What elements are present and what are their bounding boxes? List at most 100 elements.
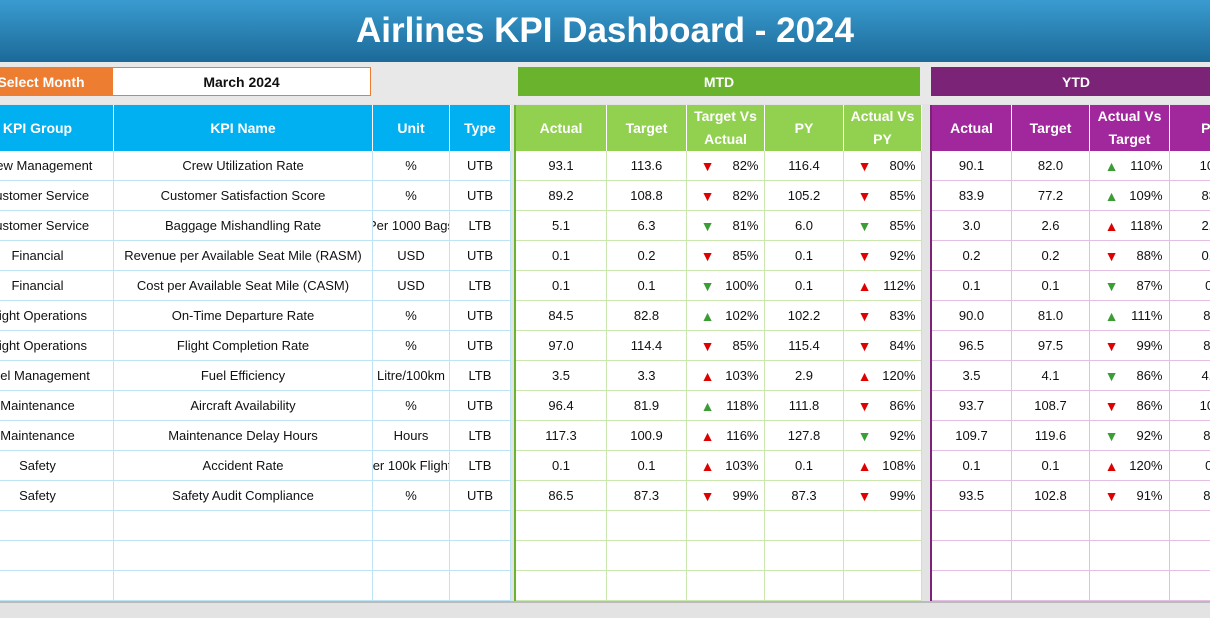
status-icon: ▲ — [857, 367, 872, 384]
table-row: 0.1 0.1 ▼ 100% 0.1 ▲ 112% — [516, 271, 922, 301]
status-icon: ▲ — [1104, 157, 1119, 174]
cell-text: Flight Operations — [0, 338, 87, 353]
percent-value: 103% — [725, 368, 759, 383]
table-row: 0.1 0.2 ▼ 85% 0.1 ▼ 92% — [516, 241, 922, 271]
cell-text: 113.6 — [630, 158, 663, 173]
cell-text: 108.8 — [630, 188, 663, 203]
cell-text: 6.3 — [637, 218, 656, 233]
table-cell: ▼ 92% — [1090, 421, 1170, 451]
cell-text: 93.5 — [958, 488, 985, 503]
table-cell: Crew Management — [0, 151, 114, 181]
table-cell: 104 — [1170, 151, 1210, 181]
table-cell: 0.2 — [1170, 241, 1210, 271]
cell-text: 90.1 — [958, 158, 985, 173]
table-row: 96.4 81.9 ▲ 118% 111.8 ▼ 86% — [516, 391, 922, 421]
percent-value: 86% — [889, 398, 916, 413]
table-row: 0.2 0.2 ▼ 88% 0.2 — [932, 241, 1210, 271]
cell-text: 0.2 — [1201, 248, 1210, 263]
percent-value: 86% — [1136, 398, 1163, 413]
table-cell — [607, 511, 687, 541]
cell-text: 0.1 — [637, 458, 656, 473]
cell-text: 3.0 — [962, 218, 981, 233]
table-cell: Maintenance — [0, 391, 114, 421]
table-cell: Crew Utilization Rate — [114, 151, 373, 181]
table-cell: 0. — [1170, 451, 1210, 481]
table-cell: ▲ 116% — [687, 421, 765, 451]
column-header: Target — [1012, 105, 1090, 151]
cell-text: Safety Audit Compliance — [172, 488, 314, 503]
table-cell: % — [373, 481, 450, 511]
table-cell: 4.4 — [1170, 361, 1210, 391]
status-icon: ▲ — [700, 307, 715, 324]
table-row: 89.2 108.8 ▼ 82% 105.2 ▼ 85% — [516, 181, 922, 211]
table-cell: LTB — [450, 361, 511, 391]
table-cell: ▼ 85% — [687, 331, 765, 361]
table-cell — [373, 511, 450, 541]
table-row: 83.9 77.2 ▲ 109% 83. — [932, 181, 1210, 211]
table-cell — [687, 541, 765, 571]
cell-text: 115.4 — [788, 338, 820, 353]
cell-text: UTB — [467, 338, 493, 353]
table-cell: LTB — [450, 421, 511, 451]
table-cell: Cost per Available Seat Mile (CASM) — [114, 271, 373, 301]
cell-text: 105 — [1199, 398, 1210, 413]
table-row: Safety Safety Audit Compliance% UTB — [0, 481, 511, 511]
table-cell: ▼ 86% — [1090, 361, 1170, 391]
status-icon: ▼ — [700, 187, 715, 204]
cell-text: Crew Management — [0, 158, 93, 173]
percent-value: 100% — [725, 278, 759, 293]
table-cell: 97.0 — [516, 331, 607, 361]
column-header: Type — [450, 105, 511, 151]
status-icon: ▼ — [857, 487, 872, 504]
table-row: 86.5 87.3 ▼ 99% 87.3 ▼ 99% — [516, 481, 922, 511]
cell-text: Maintenance — [0, 428, 75, 443]
table-cell: ▼ 86% — [1090, 391, 1170, 421]
cell-text: 0.1 — [637, 278, 656, 293]
table-cell: ▼ 92% — [844, 421, 922, 451]
percent-value: 92% — [889, 428, 916, 443]
cell-text: Customer Service — [0, 218, 90, 233]
percent-value: 118% — [726, 398, 759, 413]
table-cell: UTB — [450, 481, 511, 511]
table-row: 117.3 100.9 ▲ 116% 127.8 ▼ 92% — [516, 421, 922, 451]
status-icon: ▲ — [857, 277, 872, 294]
table-row — [516, 541, 922, 571]
cell-text: 3.5 — [551, 368, 571, 383]
table-cell: 3.3 — [607, 361, 687, 391]
percent-value: 82% — [732, 158, 759, 173]
cell-text: 116.4 — [788, 158, 820, 173]
percent-value: 85% — [889, 218, 916, 233]
table-cell: 2.9 — [1170, 211, 1210, 241]
table-cell: Per 1000 Bags — [373, 211, 450, 241]
table-cell: ▲ 102% — [687, 301, 765, 331]
status-icon: ▲ — [700, 367, 715, 384]
table-cell: % — [373, 391, 450, 421]
table-cell — [844, 571, 922, 601]
cell-text: Cost per Available Seat Mile (CASM) — [136, 278, 350, 293]
table-row — [0, 571, 511, 601]
cell-text: 104 — [1199, 158, 1210, 173]
table-row: Safety Accident Rate Per 100k Flights LTB — [0, 451, 511, 481]
table-cell: 0.2 — [607, 241, 687, 271]
percent-value: 85% — [889, 188, 916, 203]
table-cell: ▼ 85% — [844, 211, 922, 241]
cell-text: 6.0 — [794, 218, 814, 233]
table-cell: ▲ 108% — [844, 451, 922, 481]
table-cell: ▼ 86% — [844, 391, 922, 421]
status-icon: ▲ — [700, 427, 715, 444]
cell-text: LTB — [468, 428, 492, 443]
cell-text: 93.7 — [958, 398, 985, 413]
table-cell: ▼ 91% — [1090, 481, 1170, 511]
cell-text: 87.3 — [633, 488, 660, 503]
table-cell: 6.3 — [607, 211, 687, 241]
month-selector[interactable]: March 2024 — [112, 67, 371, 96]
table-cell: 105 — [1170, 391, 1210, 421]
status-icon: ▲ — [857, 457, 872, 474]
table-cell: Hours — [373, 421, 450, 451]
table-cell: 3.0 — [932, 211, 1012, 241]
table-cell: ▼ 99% — [687, 481, 765, 511]
percent-value: 85% — [732, 248, 759, 263]
table-cell: ▲ 112% — [844, 271, 922, 301]
status-icon: ▼ — [700, 217, 715, 234]
cell-text: 0.1 — [1041, 458, 1060, 473]
